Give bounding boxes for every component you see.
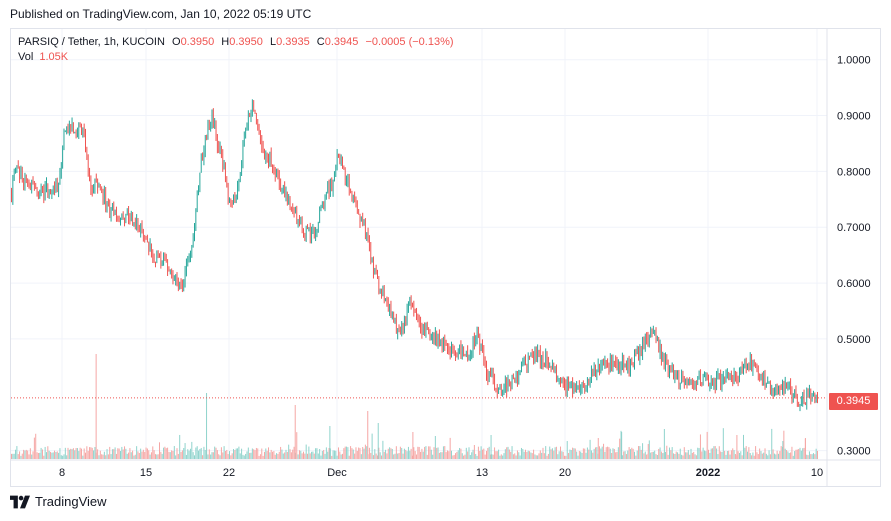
last-price-badge: 0.3945: [829, 393, 878, 410]
legend-change: −0.0005 (−0.13%): [365, 36, 454, 48]
legend-low-value: 0.3935: [276, 36, 310, 48]
time-tick-label: 13: [476, 467, 488, 479]
grid-lines: [11, 29, 827, 460]
price-tick-label: 0.8000: [837, 166, 871, 178]
time-tick-label: 15: [140, 467, 152, 479]
tradingview-logo-icon: [10, 495, 30, 508]
time-tick-label: 2022: [696, 467, 720, 479]
time-axis[interactable]: 8 15 22 Dec 13 20 2022 10: [59, 467, 823, 479]
legend-close-label: C: [316, 36, 325, 48]
price-axis[interactable]: 1.0000 0.9000 0.8000 0.7000 0.6000 0.5000 0.30…: [837, 55, 871, 458]
time-tick-label: 8: [59, 467, 65, 479]
candles: [11, 99, 818, 412]
legend-open-label: O: [172, 36, 181, 48]
legend-low-label: L: [269, 36, 277, 48]
legend-volume-label[interactable]: Vol: [18, 51, 34, 63]
legend-high-value: 0.3950: [229, 36, 263, 48]
price-tick-label: 0.7000: [837, 222, 871, 234]
legend-open-value: 0.3950: [180, 36, 215, 48]
price-tick-label: 0.6000: [837, 278, 871, 290]
time-tick-label: 20: [559, 467, 571, 479]
chart-legend: PARSIQ / Tether, 1h, KUCOIN O0.3950 H0.3…: [18, 35, 454, 65]
price-tick-label: 1.0000: [837, 55, 871, 67]
legend-high-label: H: [221, 36, 230, 48]
price-chart[interactable]: 1.0000 0.9000 0.8000 0.7000 0.6000 0.5000 0.30…: [11, 29, 880, 486]
legend-symbol[interactable]: PARSIQ / Tether, 1h, KUCOIN: [18, 36, 165, 48]
legend-close-value: 0.3945: [324, 36, 359, 48]
volume-bars: [11, 354, 818, 459]
footer-brand[interactable]: TradingView: [10, 494, 107, 509]
time-tick-label: Dec: [327, 467, 347, 479]
price-tick-label: 0.3000: [837, 446, 871, 458]
price-tick-label: 0.5000: [837, 334, 871, 346]
legend-volume-row: Vol 1.05K: [18, 50, 454, 65]
time-tick-label: 22: [223, 467, 235, 479]
footer-brand-label: TradingView: [35, 494, 107, 509]
price-tick-label: 0.9000: [837, 111, 871, 123]
published-caption: Published on TradingView.com, Jan 10, 20…: [10, 7, 312, 21]
time-tick-label: 10: [811, 467, 823, 479]
legend-volume-value: 1.05K: [39, 51, 69, 63]
chart-frame[interactable]: 1.0000 0.9000 0.8000 0.7000 0.6000 0.5000 0.30…: [10, 28, 881, 487]
